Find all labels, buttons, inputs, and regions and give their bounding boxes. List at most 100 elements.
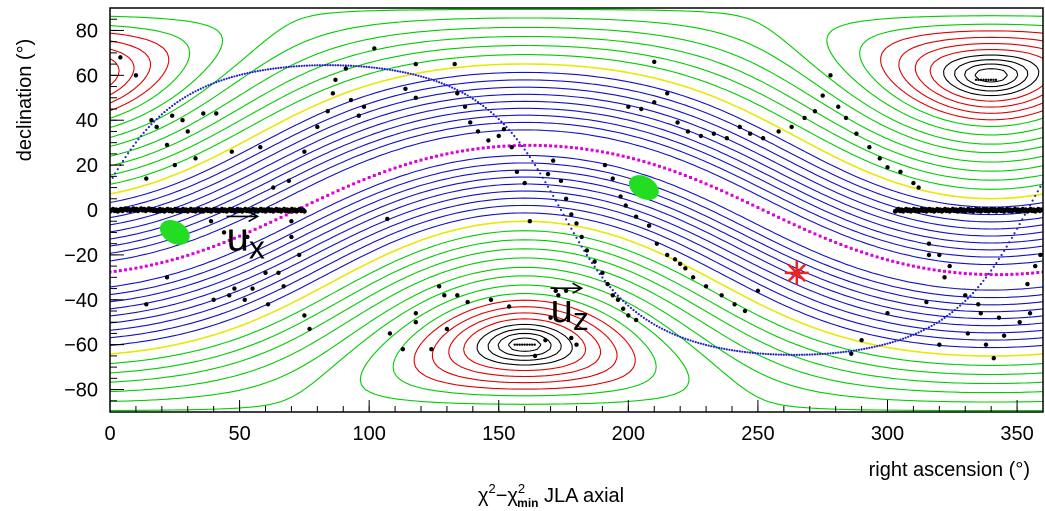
data-point bbox=[623, 203, 628, 208]
galactic-plane-dot bbox=[512, 144, 516, 148]
y-tick-label: −20 bbox=[64, 245, 98, 267]
ecliptic-dot bbox=[588, 257, 591, 261]
galactic-plane-dot bbox=[1031, 271, 1035, 275]
data-point bbox=[1001, 333, 1007, 338]
ecliptic-dot bbox=[292, 65, 296, 68]
ecliptic-dot bbox=[500, 120, 503, 123]
ecliptic-dot bbox=[466, 94, 469, 97]
ecliptic-dot bbox=[326, 64, 329, 67]
best-fit-region bbox=[628, 175, 659, 200]
ecliptic-dot bbox=[272, 67, 275, 70]
galactic-plane-dot bbox=[1036, 271, 1040, 275]
data-point bbox=[592, 259, 597, 264]
ecliptic-dot bbox=[767, 352, 770, 356]
ecliptic-dot bbox=[580, 245, 583, 248]
ecliptic-dot bbox=[819, 352, 822, 356]
galactic-plane-dot bbox=[756, 206, 760, 210]
data-point bbox=[836, 104, 841, 109]
ecliptic-dot bbox=[469, 96, 472, 99]
ecliptic-dot bbox=[743, 350, 747, 354]
ecliptic-dot bbox=[484, 106, 487, 109]
data-point bbox=[937, 342, 942, 347]
galactic-plane-dot bbox=[787, 220, 791, 224]
ecliptic-dot bbox=[536, 168, 539, 171]
data-point bbox=[924, 299, 929, 305]
galactic-plane-dot bbox=[616, 153, 620, 157]
maximum-marker bbox=[513, 343, 516, 346]
data-point bbox=[170, 113, 175, 118]
galactic-plane-dot bbox=[880, 256, 884, 260]
data-point bbox=[654, 241, 660, 246]
ecliptic-dot bbox=[541, 176, 544, 179]
title-sup-1: 2 bbox=[489, 481, 496, 496]
galactic-plane-dot bbox=[735, 196, 739, 200]
x-tick-label: 150 bbox=[482, 423, 515, 445]
data-point bbox=[468, 120, 473, 125]
galactic-plane-dot bbox=[751, 203, 755, 207]
data-point bbox=[164, 142, 170, 148]
ecliptic-dot bbox=[824, 352, 827, 355]
galactic-plane-dot bbox=[206, 246, 210, 250]
ecliptic-dot bbox=[137, 138, 140, 141]
ecliptic-dot bbox=[124, 155, 127, 159]
ecliptic-dot bbox=[127, 152, 130, 155]
ecliptic-dot bbox=[883, 343, 887, 346]
data-point bbox=[361, 104, 367, 109]
data-point bbox=[522, 180, 527, 186]
galactic-plane-dot bbox=[403, 163, 407, 167]
data-point bbox=[711, 131, 717, 136]
data-point bbox=[574, 221, 579, 226]
vector-subscript: z bbox=[573, 301, 589, 337]
ecliptic-dot bbox=[331, 64, 334, 67]
ecliptic-dot bbox=[653, 323, 656, 326]
data-point bbox=[563, 288, 569, 293]
ecliptic-dot bbox=[368, 66, 371, 69]
contour-level bbox=[508, 68, 1008, 352]
ecliptic-dot bbox=[391, 69, 394, 72]
data-point bbox=[843, 115, 849, 121]
data-point bbox=[144, 302, 149, 307]
galactic-plane-dot bbox=[632, 157, 636, 161]
ecliptic-dot bbox=[992, 265, 995, 268]
galactic-plane-dot bbox=[813, 232, 817, 236]
ecliptic-dot bbox=[645, 318, 648, 321]
galactic-plane-dot bbox=[134, 266, 138, 270]
data-point bbox=[444, 326, 450, 332]
ecliptic-dot bbox=[723, 347, 726, 350]
ecliptic-dot bbox=[336, 64, 340, 67]
ecliptic-dot bbox=[733, 349, 736, 352]
galactic-plane-dot bbox=[543, 144, 547, 148]
galactic-plane-dot bbox=[284, 213, 288, 217]
ecliptic-dot bbox=[969, 294, 972, 297]
x-tick-label: 200 bbox=[612, 423, 645, 445]
galactic-plane-dot bbox=[657, 164, 661, 168]
data-point bbox=[672, 257, 678, 262]
galactic-plane-dot bbox=[492, 145, 496, 149]
ecliptic-dot bbox=[808, 353, 811, 356]
ecliptic-dot bbox=[381, 67, 384, 70]
ecliptic-dot bbox=[707, 344, 710, 347]
data-point bbox=[413, 320, 419, 325]
ecliptic-dot bbox=[811, 353, 814, 356]
data-point bbox=[413, 61, 419, 67]
ecliptic-dot bbox=[837, 351, 840, 354]
vector-label: uz bbox=[551, 287, 589, 337]
data-point bbox=[281, 284, 286, 289]
galactic-plane-dot bbox=[217, 243, 221, 247]
ecliptic-dot bbox=[365, 65, 368, 69]
galactic-plane-dot bbox=[678, 172, 682, 176]
data-point bbox=[633, 214, 639, 219]
galactic-plane-dot bbox=[828, 238, 832, 242]
ecliptic-dot bbox=[780, 353, 783, 356]
ecliptic-dot bbox=[225, 77, 228, 80]
galactic-plane-dot bbox=[943, 269, 947, 273]
ecliptic-dot bbox=[790, 353, 793, 356]
ecliptic-dot bbox=[966, 297, 969, 300]
galactic-plane-dot bbox=[580, 147, 584, 151]
ecliptic-dot bbox=[749, 351, 752, 354]
ecliptic-dot bbox=[132, 144, 135, 148]
galactic-plane-dot bbox=[699, 180, 703, 184]
galactic-plane-dot bbox=[834, 240, 838, 244]
ecliptic-dot bbox=[754, 351, 757, 355]
ecliptic-dot bbox=[474, 99, 477, 102]
